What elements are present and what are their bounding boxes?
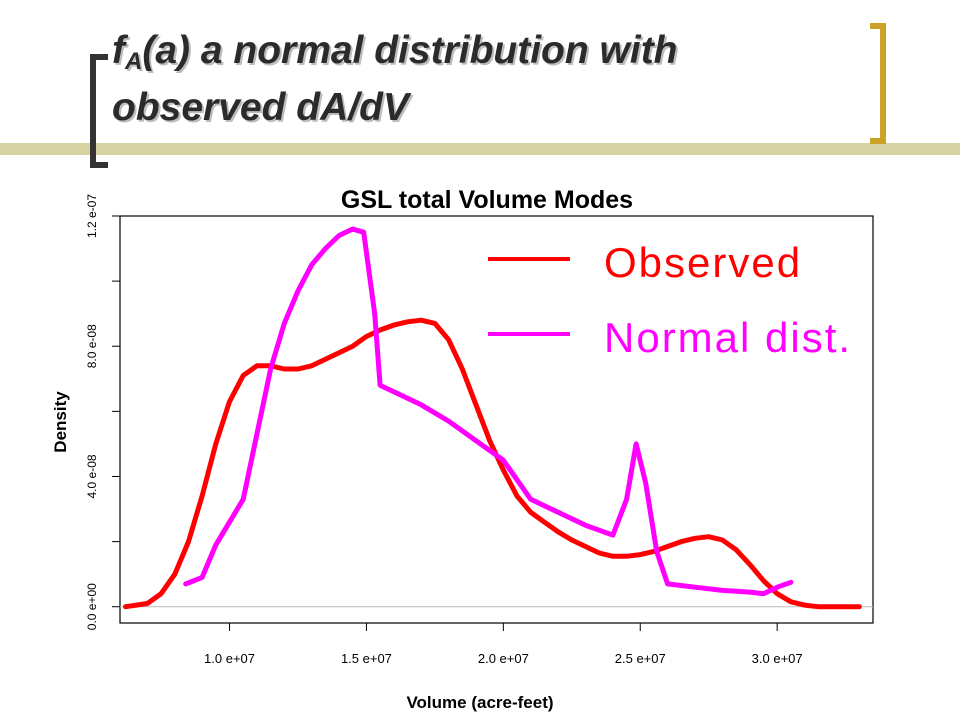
plot-frame: [119, 215, 874, 624]
y-axis-label: Density: [51, 391, 70, 453]
x-tick-label: 2.5 e+07: [615, 651, 666, 666]
x-axis: 1.0 e+07 1.5 e+07 2.0 e+07 2.5 e+07 3.0 e+07: [204, 623, 803, 666]
slide-title: fA(a) a normal distribution with observed…: [112, 28, 852, 131]
slide-decoration: [0, 23, 960, 168]
x-tick-label: 3.0 e+07: [752, 651, 803, 666]
title-line2: observed dA/dV: [112, 86, 409, 129]
y-tick-label: 1.2 e-07: [85, 194, 99, 238]
y-tick-label: 8.0 e-08: [85, 324, 99, 368]
series-layer: [123, 226, 862, 610]
x-tick-label: 1.0 e+07: [204, 651, 255, 666]
legend-label-normal: Normal dist.: [604, 314, 852, 361]
y-tick-label: 4.0 e-08: [85, 454, 99, 498]
x-tick-label: 1.5 e+07: [341, 651, 392, 666]
left-bracket: [90, 54, 108, 168]
chart-title: GSL total Volume Modes: [341, 186, 633, 214]
observed-line: [123, 317, 862, 610]
density-chart: GSL total Volume Modes 0.0 e+00 4.0 e-08 8…: [51, 186, 874, 712]
x-axis-label: Volume (acre-feet): [406, 693, 553, 712]
y-axis: 0.0 e+00 4.0 e-08 8.0 e-08 1.2 e-07: [85, 194, 120, 630]
title-band: [0, 143, 960, 155]
legend-label-observed: Observed: [604, 239, 802, 286]
normal-dist-line: [183, 226, 794, 597]
legend: Observed Normal dist.: [488, 239, 852, 361]
y-tick-label: 0.0 e+00: [85, 583, 99, 630]
x-tick-label: 2.0 e+07: [478, 651, 529, 666]
right-bracket: [870, 23, 886, 144]
title-subscript: A: [125, 48, 143, 75]
title-line1-rest: (a) a normal distribution with: [142, 29, 678, 72]
title-prefix: f: [112, 29, 125, 72]
